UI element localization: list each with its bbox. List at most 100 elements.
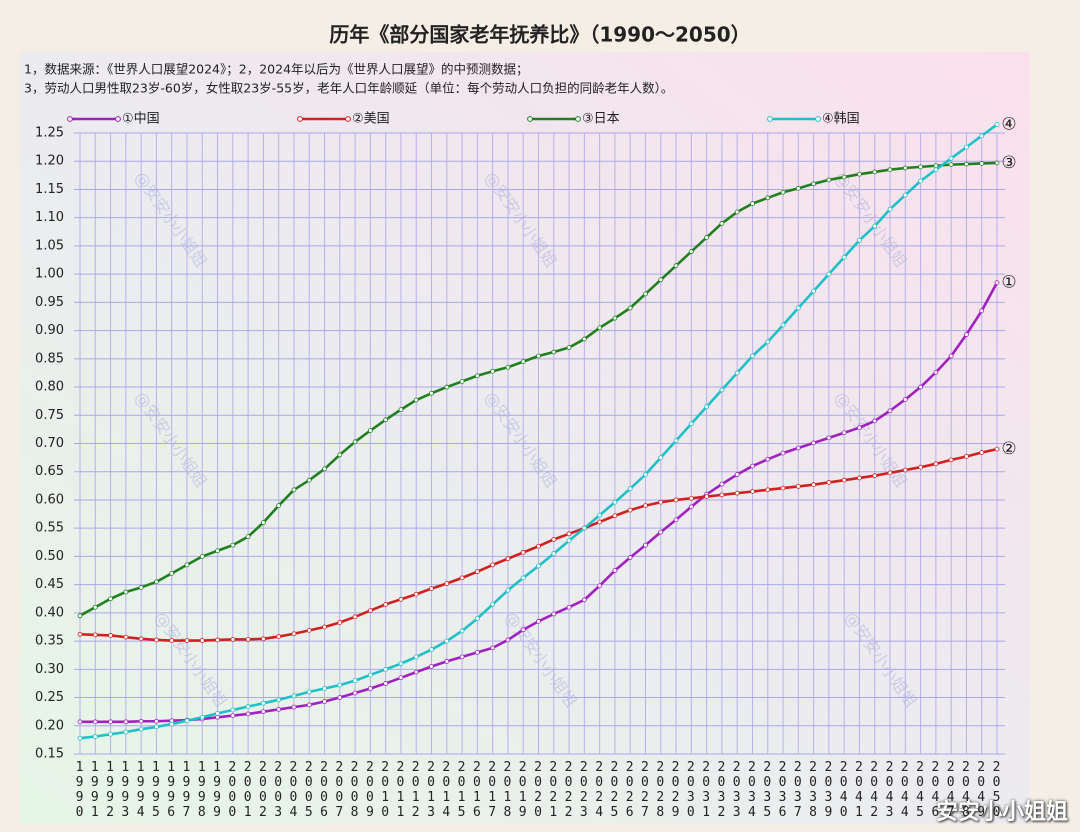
point	[734, 370, 740, 376]
point	[887, 167, 893, 173]
y-tick-label: 0.80	[35, 380, 64, 395]
point	[505, 587, 511, 593]
point	[627, 486, 633, 492]
x-tick-label: 2020	[530, 760, 546, 820]
x-tick-label: 2010	[377, 760, 393, 820]
point	[276, 697, 282, 703]
point	[581, 525, 587, 531]
point	[184, 638, 190, 643]
point	[750, 489, 755, 494]
point	[673, 263, 679, 269]
point	[108, 731, 113, 737]
point	[429, 647, 434, 652]
point	[291, 487, 297, 493]
point	[597, 519, 603, 525]
point	[811, 288, 816, 294]
point	[413, 591, 419, 597]
point	[245, 534, 251, 540]
x-tick-label: 2024	[591, 760, 607, 820]
x-tick-label: 2007	[331, 760, 347, 820]
y-tick-label: 1.05	[35, 238, 64, 253]
point	[719, 481, 725, 487]
note: 3，劳动人口男性取23岁-60岁，女性取23岁-55岁，老年人口年龄顺延（单位：…	[24, 81, 673, 96]
point	[322, 624, 327, 630]
point	[230, 713, 236, 719]
end-label: ④	[1001, 115, 1016, 135]
point	[643, 291, 648, 297]
x-tick-label: 2028	[652, 760, 668, 820]
point	[108, 596, 113, 602]
point	[169, 721, 175, 727]
point	[750, 463, 755, 469]
point	[688, 504, 694, 510]
point	[429, 390, 434, 396]
x-tick-label: 2032	[713, 760, 729, 820]
point	[841, 254, 847, 260]
point	[826, 177, 832, 183]
y-tick-label: 0.50	[35, 549, 64, 564]
point	[536, 543, 541, 549]
point	[505, 556, 511, 562]
point	[306, 689, 312, 695]
x-tick-label: 2033	[729, 760, 745, 820]
x-tick-label: 2018	[499, 760, 515, 820]
point	[291, 631, 297, 637]
point	[398, 675, 404, 681]
x-tick-label: 2048	[958, 760, 974, 820]
point	[734, 209, 740, 215]
point	[673, 497, 679, 503]
point	[306, 477, 312, 483]
point	[398, 661, 404, 667]
point	[444, 581, 450, 586]
point	[658, 529, 664, 535]
point	[612, 315, 618, 321]
point	[811, 440, 816, 446]
end-label: ②	[1001, 439, 1016, 459]
point	[459, 378, 465, 384]
point	[964, 332, 969, 337]
y-tick-label: 0.30	[35, 662, 64, 677]
point	[383, 417, 389, 423]
point	[505, 364, 511, 370]
point	[337, 452, 343, 458]
legend-label: ③日本	[582, 112, 620, 127]
point	[276, 503, 282, 509]
point	[260, 709, 266, 715]
point	[780, 450, 786, 456]
point	[474, 569, 480, 575]
point	[138, 726, 144, 732]
point	[887, 470, 893, 476]
legend-marker	[67, 116, 73, 122]
y-tick-label: 0.70	[35, 436, 64, 451]
point	[520, 359, 526, 365]
x-tick-label: 2023	[576, 760, 592, 820]
point	[979, 133, 985, 139]
point	[597, 512, 603, 518]
point	[291, 693, 297, 699]
point	[444, 659, 450, 664]
point	[413, 669, 419, 675]
x-tick-label: 1999	[209, 760, 225, 820]
point	[918, 384, 923, 390]
point	[872, 169, 878, 175]
point	[551, 551, 557, 556]
corner-watermark: 安安小小姐姐	[935, 800, 1068, 825]
point	[123, 729, 129, 735]
point	[108, 633, 113, 638]
point	[795, 445, 801, 451]
legend-label: ④韩国	[822, 112, 860, 127]
point	[154, 724, 159, 730]
x-tick-label: 2047	[943, 760, 959, 820]
x-tick-label: 2002	[255, 760, 271, 820]
point	[902, 467, 908, 473]
point	[551, 537, 557, 542]
point	[536, 618, 541, 624]
point	[352, 690, 358, 696]
x-tick-label: 2008	[347, 760, 363, 820]
point	[841, 174, 847, 180]
point	[322, 686, 327, 691]
point	[429, 664, 434, 669]
point	[77, 631, 83, 637]
point	[230, 542, 236, 548]
